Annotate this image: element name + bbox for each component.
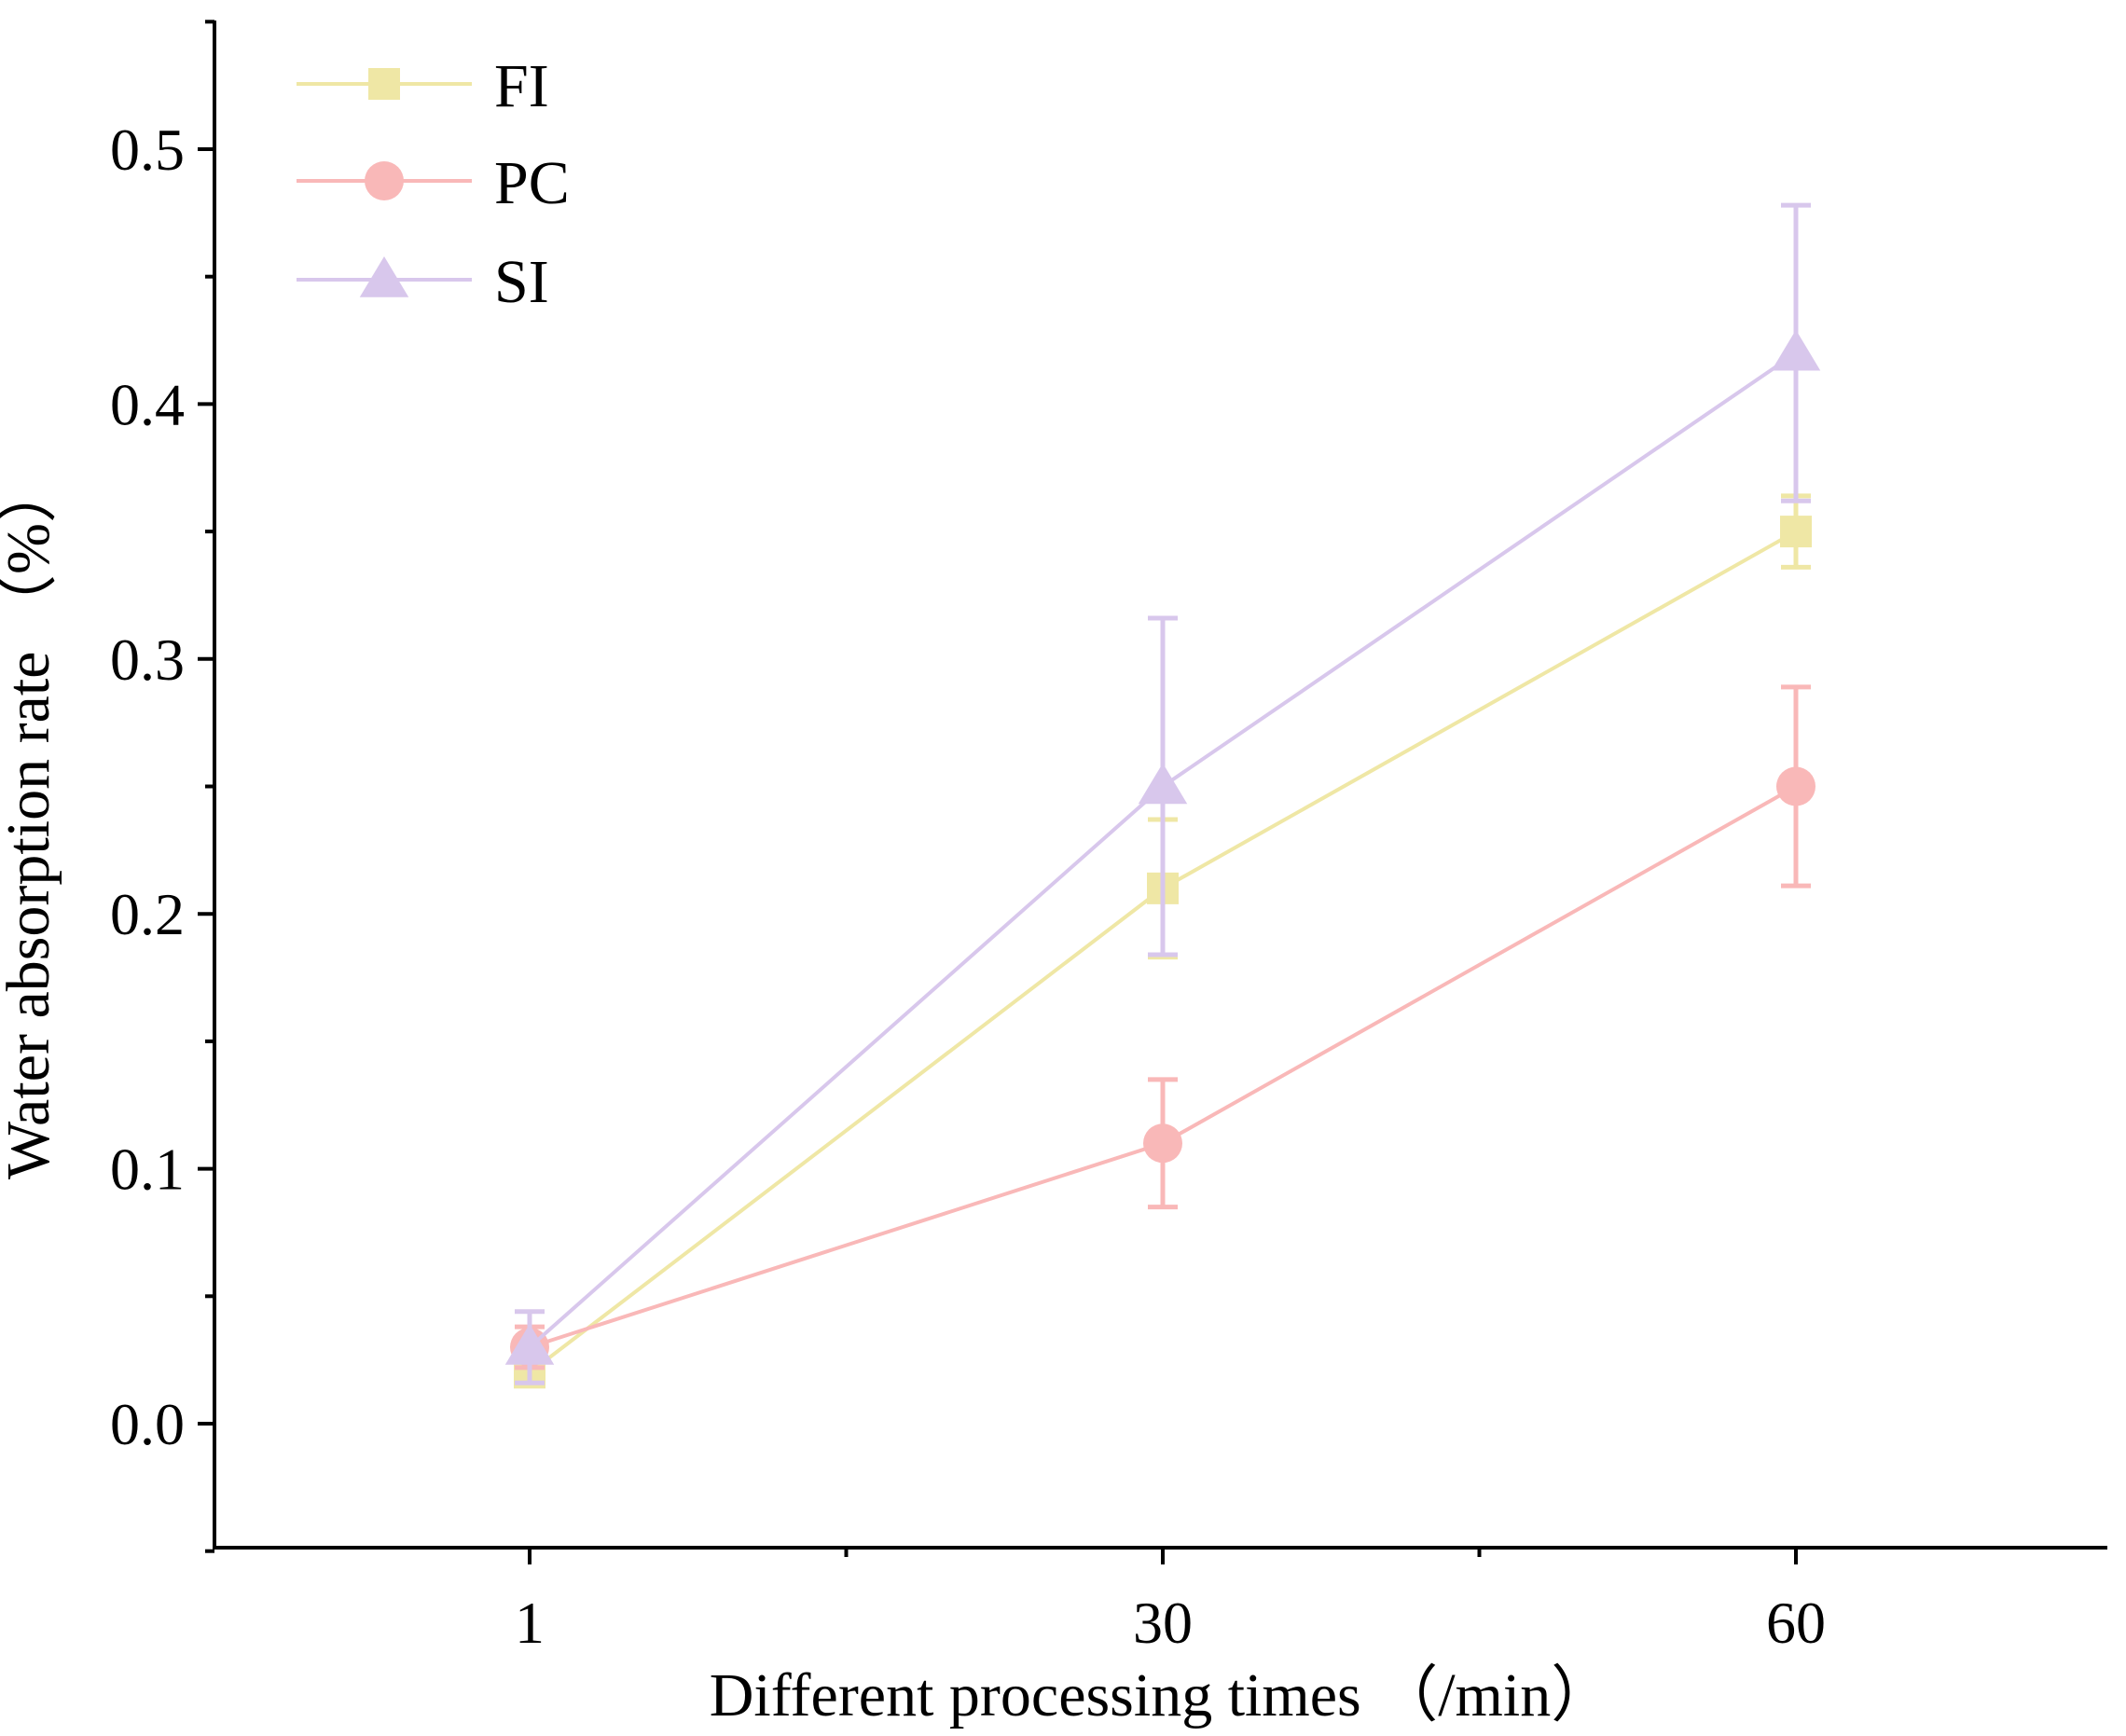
- y-tick-label: 0.0: [110, 1391, 185, 1457]
- legend-si-marker: [359, 256, 409, 297]
- legend: FI PC SI: [297, 52, 570, 316]
- series-layer: [504, 202, 1821, 1389]
- legend-fi-label: FI: [494, 52, 549, 120]
- y-tick-label: 0.4: [110, 371, 185, 437]
- y-tick-label: 0.3: [110, 627, 185, 693]
- legend-pc-label: PC: [494, 149, 570, 217]
- series-si: [504, 202, 1821, 1385]
- y-axis-title: Water absorption rate （%）: [0, 462, 62, 1179]
- x-axis-title: Different processing times （/min）: [710, 1661, 1612, 1729]
- legend-fi-marker: [368, 68, 400, 100]
- y-tick-label: 0.1: [110, 1137, 185, 1203]
- series-pc-point: [1776, 766, 1815, 806]
- series-si-point: [1771, 329, 1821, 371]
- x-tick-label: 60: [1766, 1590, 1826, 1656]
- series-pc-point: [1143, 1123, 1182, 1164]
- x-tick-label: 30: [1133, 1590, 1193, 1656]
- x-tick-label: 1: [515, 1590, 545, 1656]
- legend-si-label: SI: [494, 248, 549, 316]
- series-si-point: [1138, 763, 1188, 805]
- y-tick-label: 0.5: [110, 117, 185, 183]
- series-si-point: [504, 1323, 555, 1365]
- ticks-layer: 0.0 0.1 0.2 0.3 0.4 0.5 1 30 60: [110, 20, 1826, 1656]
- y-tick-label: 0.2: [110, 881, 185, 947]
- series-fi-point: [1780, 516, 1812, 548]
- legend-pc-marker: [365, 161, 404, 200]
